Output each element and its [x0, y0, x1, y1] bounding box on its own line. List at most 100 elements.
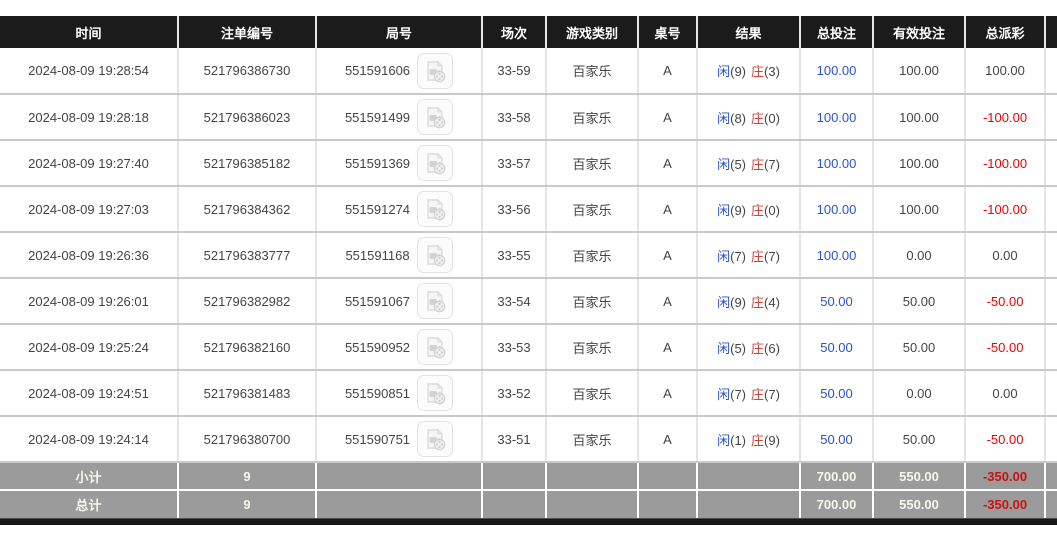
video-replay-icon — [427, 290, 446, 313]
video-replay-button[interactable] — [417, 191, 454, 227]
total-empty-cell — [316, 490, 483, 518]
total-bet-cell: 50.00 — [800, 370, 874, 417]
result-cell: 闲(7) 庄(7) — [697, 232, 801, 279]
game-type-cell: 百家乐 — [546, 94, 639, 141]
table-row: 2024-08-09 19:27:40 521796385182 5515913… — [0, 140, 1057, 187]
round-id-cell: 551590751 — [316, 416, 483, 463]
player-result-label: 闲 — [717, 64, 731, 79]
table-row: 2024-08-09 19:24:14 521796380700 5515907… — [0, 416, 1057, 463]
round-id-cell: 551591499 — [316, 94, 483, 141]
valid-bet-cell: 50.00 — [873, 278, 966, 325]
banker-result-label: 庄 — [751, 432, 765, 448]
video-replay-icon — [427, 382, 446, 405]
round-id: 551590751 — [344, 431, 411, 447]
table-no-cell: A — [638, 416, 698, 463]
valid-bet-cell: 50.00 — [873, 416, 966, 463]
video-replay-icon — [427, 428, 446, 451]
total-valid-bet: 550.00 — [873, 490, 966, 518]
banker-result-points: (9) — [764, 432, 780, 448]
game-type-cell: 百家乐 — [546, 416, 639, 463]
player-result-label: 闲 — [717, 386, 731, 402]
session-cell: 33-59 — [482, 48, 547, 95]
total-bet-cell: 100.00 — [800, 186, 874, 233]
player-result-label: 闲 — [717, 110, 731, 126]
total-bet-cell: 100.00 — [800, 48, 874, 95]
subtotal-empty-cell — [1045, 462, 1057, 491]
video-replay-button[interactable] — [417, 283, 454, 319]
top-spacer — [0, 0, 1057, 16]
time-cell: 2024-08-09 19:24:51 — [0, 370, 179, 417]
total-payout-cell: -100.00 — [965, 186, 1046, 233]
truncated-cell — [1045, 186, 1057, 233]
video-replay-icon — [427, 106, 446, 129]
banker-result-points: (0) — [764, 202, 780, 218]
result-cell: 闲(5) 庄(7) — [697, 140, 801, 187]
player-result-label: 闲 — [717, 156, 731, 172]
truncated-column-header — [1045, 16, 1057, 48]
bet-id-cell: 521796382982 — [178, 278, 317, 325]
banker-result-points: (3) — [764, 64, 780, 79]
truncated-cell — [1045, 416, 1057, 463]
banker-result-points: (0) — [764, 110, 780, 126]
bet-id-cell: 521796382160 — [178, 324, 317, 371]
player-result-label: 闲 — [717, 340, 731, 356]
time-cell: 2024-08-09 19:24:14 — [0, 416, 179, 463]
total-empty-cell — [1045, 490, 1057, 518]
banker-result-label: 庄 — [751, 202, 765, 218]
valid-bet-cell: 100.00 — [873, 186, 966, 233]
col-header-total-payout: 总派彩 — [965, 16, 1046, 48]
valid-bet-cell: 100.00 — [873, 94, 966, 141]
bet-id-cell: 521796385182 — [178, 140, 317, 187]
valid-bet-cell: 50.00 — [873, 324, 966, 371]
truncated-cell — [1045, 370, 1057, 417]
game-type-cell: 百家乐 — [546, 232, 639, 279]
subtotal-empty-cell — [482, 462, 547, 491]
banker-result-points: (6) — [764, 340, 780, 356]
banker-result-points: (7) — [764, 248, 780, 264]
table-no-cell: A — [638, 94, 698, 141]
result-cell: 闲(7) 庄(7) — [697, 370, 801, 417]
player-result-points: (5) — [730, 156, 746, 172]
video-replay-icon — [427, 198, 446, 221]
total-bet-cell: 50.00 — [800, 416, 874, 463]
video-replay-button[interactable] — [416, 237, 453, 273]
video-replay-button[interactable] — [417, 329, 454, 365]
col-header-total-bet: 总投注 — [800, 16, 874, 48]
game-type-cell: 百家乐 — [546, 278, 639, 325]
subtotal-row: 小计 9 700.00 550.00 -350.00 — [0, 462, 1057, 491]
video-replay-button[interactable] — [417, 421, 454, 457]
round-id-cell: 551590851 — [316, 370, 483, 417]
table-no-cell: A — [638, 232, 698, 279]
video-replay-button[interactable] — [417, 145, 454, 181]
round-id: 551591274 — [344, 201, 411, 217]
truncated-cell — [1045, 140, 1057, 187]
total-empty-cell — [546, 490, 639, 518]
total-total-payout: -350.00 — [965, 490, 1046, 518]
banker-result-points: (4) — [764, 294, 780, 310]
result-cell: 闲(9) 庄(4) — [697, 278, 801, 325]
player-result-points: (9) — [730, 202, 746, 218]
result-cell: 闲(5) 庄(6) — [697, 324, 801, 371]
round-id-cell: 551591606 — [316, 48, 483, 95]
table-row: 2024-08-09 19:24:51 521796381483 5515908… — [0, 370, 1057, 417]
time-cell: 2024-08-09 19:28:18 — [0, 94, 179, 141]
total-empty-cell — [482, 490, 547, 518]
total-empty-cell — [697, 490, 801, 518]
round-id: 551591168 — [345, 247, 410, 263]
video-replay-button[interactable] — [417, 99, 454, 135]
video-replay-button[interactable] — [417, 375, 454, 411]
subtotal-count: 9 — [178, 462, 317, 491]
game-type-cell: 百家乐 — [546, 324, 639, 371]
time-cell: 2024-08-09 19:25:24 — [0, 324, 179, 371]
game-type-cell: 百家乐 — [546, 186, 639, 233]
subtotal-empty-cell — [638, 462, 698, 491]
video-replay-button[interactable] — [417, 52, 454, 89]
truncated-cell — [1045, 48, 1057, 95]
time-cell: 2024-08-09 19:26:01 — [0, 278, 179, 325]
banker-result-label: 庄 — [751, 386, 765, 402]
total-bet-cell: 100.00 — [800, 140, 874, 187]
session-cell: 33-56 — [482, 186, 547, 233]
valid-bet-cell: 100.00 — [873, 140, 966, 187]
bet-history-table: 时间 注单编号 局号 场次 游戏类别 桌号 结果 总投注 有效投注 总派彩 20… — [0, 16, 1057, 518]
